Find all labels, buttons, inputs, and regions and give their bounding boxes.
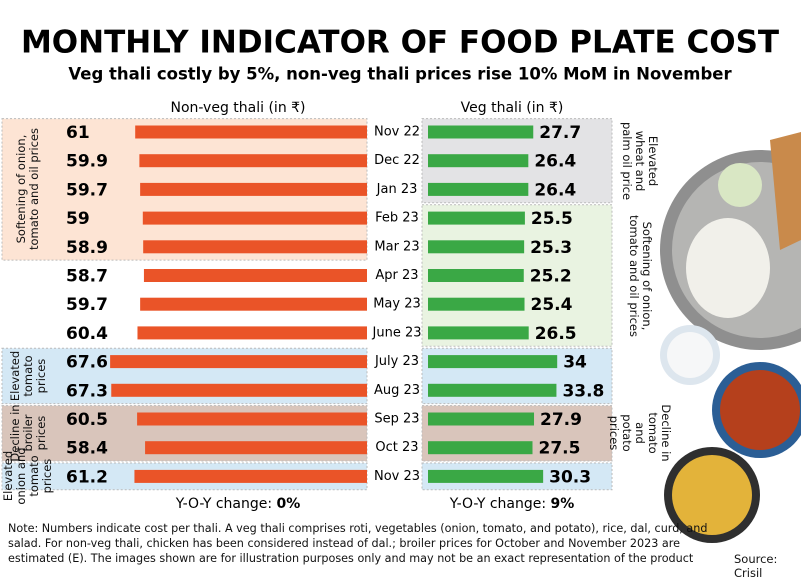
value-label: 27.7 [539, 123, 581, 143]
annotation: Softening of onion, tomato and oil price… [627, 214, 654, 337]
bar [428, 383, 557, 397]
value-label: 59.7 [66, 180, 108, 200]
value-label: 58.4 [66, 439, 108, 459]
value-label: 61.2 [66, 467, 108, 487]
value-label: 59.7 [66, 295, 108, 315]
bar [428, 154, 529, 168]
annotation: Elevated tomato prices [7, 350, 48, 402]
value-label: 58.7 [66, 267, 108, 287]
bar [140, 297, 367, 311]
bar [428, 269, 524, 282]
annotation: Softening of onion, tomato and oil price… [14, 128, 41, 251]
value-label: 34 [563, 353, 587, 373]
category-label: Dec 22 [374, 153, 420, 168]
category-label: Sep 23 [374, 412, 419, 427]
category-label: Oct 23 [375, 440, 418, 455]
bar [428, 441, 533, 455]
bar [428, 182, 529, 196]
bar [428, 469, 544, 483]
yoy-value: 0% [277, 496, 301, 512]
value-label: 59 [66, 209, 90, 229]
bar [428, 211, 525, 225]
value-label: 26.5 [535, 324, 577, 344]
category-label: Aug 23 [374, 383, 420, 398]
bar [111, 383, 367, 397]
bar [428, 125, 534, 139]
value-label: 27.5 [539, 439, 581, 459]
value-label: 26.4 [534, 180, 576, 200]
value-label: 67.6 [66, 353, 108, 373]
category-label: July 23 [374, 354, 419, 369]
value-label: 25.3 [530, 238, 572, 258]
bar [110, 355, 368, 369]
chart-title: MONTHLY INDICATOR OF FOOD PLATE COST [21, 25, 779, 61]
value-label: 60.4 [66, 324, 108, 344]
note: Note: Numbers indicate cost per thali. A… [8, 522, 708, 565]
bar [135, 125, 367, 139]
category-label: Mar 23 [374, 239, 419, 254]
value-label: 60.5 [66, 410, 108, 430]
legend-entry: Veg thali (in ₹) [461, 100, 564, 116]
yoy-change: Y-O-Y change: 0% [175, 496, 301, 512]
value-label: 27.9 [540, 410, 582, 430]
bar [428, 240, 525, 254]
annotation: Elevated onion and tomato prices [1, 447, 54, 505]
bar [140, 182, 367, 196]
value-label: 59.9 [66, 152, 108, 172]
bar [143, 240, 367, 254]
value-label: 33.8 [562, 381, 604, 401]
category-label: Feb 23 [375, 211, 419, 226]
yoy-label: Y-O-Y change: [449, 496, 546, 512]
category-label: Jan 23 [376, 182, 418, 197]
source: Source: Crisil [734, 552, 778, 580]
annotation: Elevated wheat and palm oil price [620, 121, 661, 200]
value-label: 25.2 [530, 267, 572, 287]
bar [139, 154, 367, 168]
category-label: Nov 22 [374, 125, 420, 140]
value-label: 25.4 [531, 295, 573, 315]
value-label: 30.3 [549, 467, 591, 487]
legend-entry: Non-veg thali (in ₹) [170, 100, 305, 116]
bar [428, 355, 558, 369]
bar [143, 269, 367, 282]
bar [428, 297, 525, 311]
category-label: Apr 23 [375, 268, 418, 283]
category-label: Nov 23 [374, 469, 420, 484]
bar [428, 326, 529, 340]
yoy-value: 9% [551, 496, 575, 512]
bar [137, 326, 367, 340]
bar [134, 469, 367, 483]
bar [428, 412, 535, 426]
food-decoration [660, 132, 801, 543]
bar [137, 412, 367, 426]
yoy-label: Y-O-Y change: [175, 496, 272, 512]
value-label: 25.5 [531, 209, 573, 229]
category-label: May 23 [373, 297, 421, 312]
yoy-change: Y-O-Y change: 9% [449, 496, 575, 512]
annotation: Decline in tomato and potato prices [607, 404, 674, 462]
value-label: 61 [66, 123, 90, 143]
value-label: 26.4 [534, 152, 576, 172]
value-label: 67.3 [66, 381, 108, 401]
bar [142, 211, 367, 225]
category-label: June 23 [372, 325, 422, 340]
value-label: 58.9 [66, 238, 108, 258]
bar [145, 441, 367, 455]
chart-subtitle: Veg thali costly by 5%, non-veg thali pr… [68, 65, 732, 84]
